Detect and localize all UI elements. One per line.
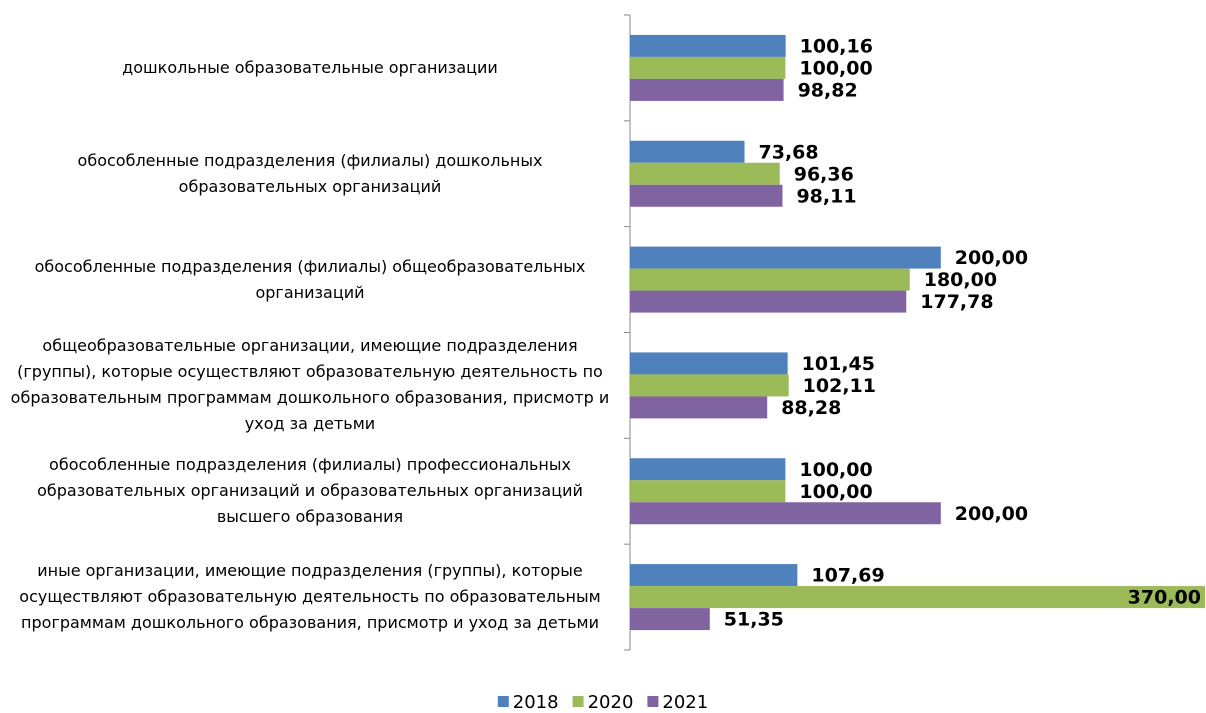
legend-swatch xyxy=(497,696,509,707)
bar xyxy=(630,458,786,481)
bar xyxy=(630,564,798,587)
value-label: 98,82 xyxy=(798,79,858,101)
bar xyxy=(630,246,941,269)
value-label: 100,16 xyxy=(800,35,873,57)
bar xyxy=(630,162,780,185)
bar xyxy=(630,608,710,631)
value-label: 180,00 xyxy=(924,269,997,291)
legend-label: 2018 xyxy=(513,692,559,713)
legend: 2018 2020 2021 xyxy=(497,692,708,713)
category-label: дошкольные образовательные организации xyxy=(122,57,498,77)
category-label: иные организации, имеющие подразделения … xyxy=(19,561,601,633)
bar xyxy=(630,290,907,313)
value-label: 200,00 xyxy=(955,503,1028,525)
value-label: 98,11 xyxy=(796,185,856,207)
value-label: 73,68 xyxy=(759,141,819,163)
legend-label: 2021 xyxy=(662,692,708,713)
value-label: 100,00 xyxy=(799,57,872,79)
value-label: 88,28 xyxy=(781,397,841,419)
value-label: 100,00 xyxy=(799,481,872,503)
value-label: 177,78 xyxy=(920,291,993,313)
bar xyxy=(630,480,786,503)
value-label: 51,35 xyxy=(724,609,784,631)
value-label: 100,00 xyxy=(799,459,872,481)
bar xyxy=(630,374,789,397)
bar xyxy=(630,586,1205,609)
bar xyxy=(630,78,784,101)
value-label: 107,69 xyxy=(811,565,884,587)
bar xyxy=(630,502,941,525)
bar xyxy=(630,184,783,207)
bar xyxy=(630,396,768,419)
value-label: 101,45 xyxy=(802,353,875,375)
value-label: 370,00 xyxy=(1128,587,1201,609)
bar xyxy=(630,56,786,79)
legend-swatch xyxy=(572,696,584,707)
value-label: 96,36 xyxy=(794,163,854,185)
category-label: обособленные подразделения (филиалы) про… xyxy=(37,455,583,527)
category-label: обособленные подразделения (филиалы) дош… xyxy=(77,150,543,196)
value-label: 200,00 xyxy=(955,247,1028,269)
value-label: 102,11 xyxy=(803,375,876,397)
legend-swatch xyxy=(647,696,659,707)
bar xyxy=(630,268,910,291)
category-label: общеобразовательные организации, имеющие… xyxy=(10,336,610,434)
bar xyxy=(630,34,786,57)
bar xyxy=(630,352,788,375)
category-label: обособленные подразделения (филиалы) общ… xyxy=(34,256,586,302)
bar xyxy=(630,140,745,163)
legend-label: 2020 xyxy=(588,692,634,713)
